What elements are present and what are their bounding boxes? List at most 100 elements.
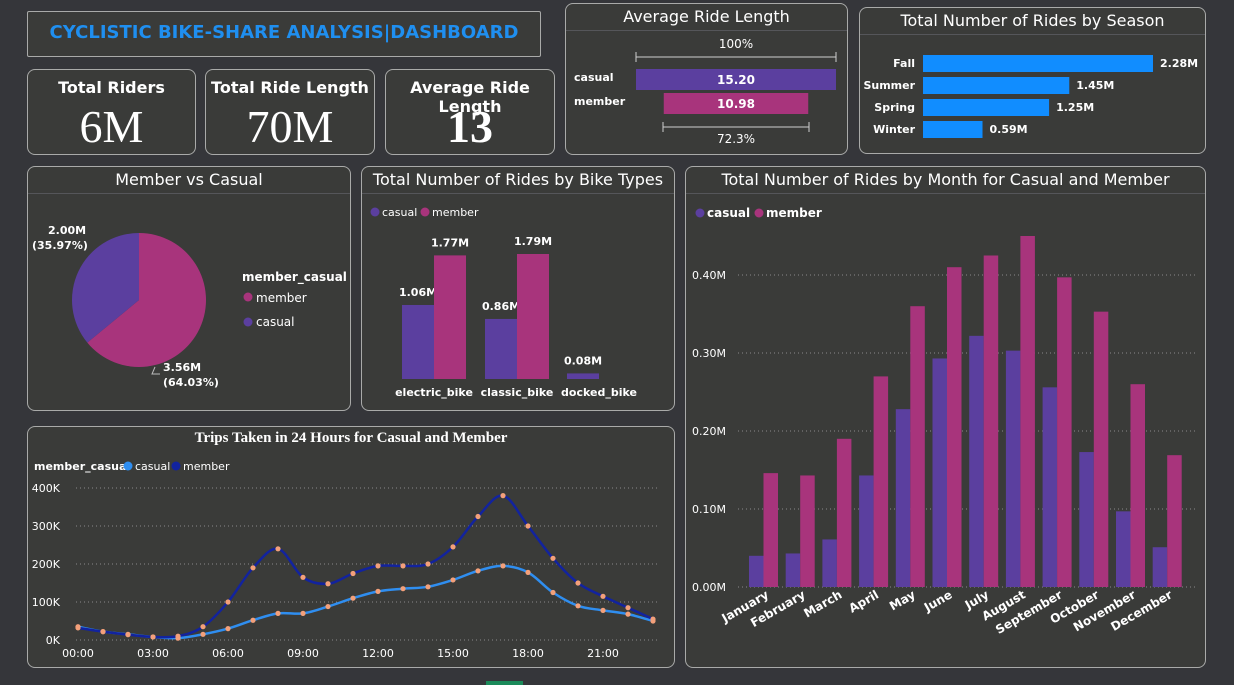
season-bar-fall bbox=[923, 55, 1153, 72]
chart-title: Total Number of Rides by Month for Casua… bbox=[686, 167, 1205, 194]
season-chart: Fall 2.28M Summer 1.45M Spring 1.25M Winter 0.5… bbox=[863, 55, 1198, 138]
x-tick-label: 03:00 bbox=[137, 647, 169, 660]
point-casual bbox=[400, 586, 406, 592]
bar-member-september bbox=[1057, 277, 1072, 587]
bar-member-january bbox=[763, 473, 778, 587]
bottom-tab-indicator[interactable] bbox=[486, 681, 523, 685]
point-member bbox=[200, 624, 206, 630]
legend-label: casual bbox=[382, 206, 417, 219]
point-member bbox=[150, 634, 156, 640]
month-label: March bbox=[801, 587, 844, 620]
monthly-rides-card: Total Number of Rides by Month for Casua… bbox=[685, 166, 1206, 668]
point-casual bbox=[300, 610, 306, 616]
season-category-label: Spring bbox=[874, 101, 915, 114]
bar-member-march bbox=[836, 438, 852, 587]
kpi-label: Average Ride Length bbox=[410, 78, 530, 116]
month-label: April bbox=[846, 587, 881, 615]
bar-member-electric_bike bbox=[434, 255, 466, 379]
bar-casual-april bbox=[859, 475, 874, 587]
bar-casual-december bbox=[1152, 547, 1168, 587]
point-member bbox=[475, 513, 481, 520]
season-value-label: 1.45M bbox=[1076, 79, 1114, 92]
pie-value-label: 3.56M bbox=[163, 361, 201, 374]
point-casual bbox=[550, 589, 556, 596]
bike-types-card: Total Number of Rides by Bike Types casu… bbox=[361, 166, 675, 411]
legend-label: casual bbox=[135, 460, 170, 473]
point-casual bbox=[250, 617, 256, 623]
funnel-bar-member bbox=[663, 93, 809, 114]
funnel-top-label: 100% bbox=[719, 37, 753, 51]
y-tick-label: 0.30M bbox=[692, 347, 726, 360]
hourly-trips-card: Trips Taken in 24 Hours for Casual and M… bbox=[27, 426, 675, 668]
point-casual bbox=[525, 569, 531, 575]
pie-slice-member bbox=[87, 233, 206, 367]
point-member bbox=[325, 581, 331, 587]
x-tick-label: 06:00 bbox=[212, 647, 244, 660]
x-tick-label: 00:00 bbox=[62, 647, 94, 660]
point-casual bbox=[425, 584, 431, 590]
bar-casual-june bbox=[932, 358, 947, 587]
point-casual bbox=[350, 595, 356, 601]
legend-marker-casual bbox=[695, 208, 705, 218]
point-member bbox=[500, 493, 506, 499]
chart-title: Total Number of Rides by Bike Types bbox=[362, 167, 674, 194]
kpi-value: 13 bbox=[447, 101, 493, 152]
monthly-rides-chart: casual member0.00M0.10M0.20M0.30M0.40MJan… bbox=[692, 206, 1198, 637]
season-value-label: 1.25M bbox=[1056, 101, 1094, 114]
point-member bbox=[425, 561, 431, 567]
bar-casual-classic_bike bbox=[485, 318, 517, 379]
kpi-total-riders: Total Riders 6M bbox=[27, 69, 196, 155]
legend-label: casual bbox=[256, 315, 295, 329]
x-tick-label: 12:00 bbox=[362, 647, 394, 660]
pie-legend-title: member_casual bbox=[242, 270, 347, 285]
pie-leader-line bbox=[151, 366, 160, 375]
header-card: CYCLISTIC BIKE-SHARE ANALYSIS|DASHBOARD bbox=[27, 11, 541, 57]
bar-casual-electric_bike bbox=[402, 304, 434, 379]
bar-casual-may bbox=[895, 409, 911, 587]
funnel-category-label: casual bbox=[574, 71, 614, 84]
line-member bbox=[77, 494, 654, 639]
pie-value-label: 2.00M bbox=[48, 224, 86, 237]
point-member bbox=[575, 580, 581, 586]
point-member bbox=[350, 570, 356, 577]
member-casual-pie-chart: 3.56M (64.03%) 2.00M (35.97%) member_casualm… bbox=[32, 224, 347, 389]
funnel-category-label: member bbox=[574, 95, 626, 108]
y-tick-label: 0.40M bbox=[692, 269, 726, 282]
point-member bbox=[625, 605, 631, 611]
point-member bbox=[250, 565, 256, 571]
legend-label: member bbox=[432, 206, 479, 219]
pie-slice-casual bbox=[72, 233, 139, 343]
legend-label: member bbox=[256, 291, 307, 305]
chart-title: Trips Taken in 24 Hours for Casual and M… bbox=[194, 430, 508, 446]
chart-title: Average Ride Length bbox=[566, 4, 847, 31]
season-category-label: Winter bbox=[873, 123, 915, 136]
legend-marker-member bbox=[171, 461, 181, 471]
point-member bbox=[125, 632, 131, 638]
point-member bbox=[75, 625, 81, 631]
point-casual bbox=[500, 563, 506, 569]
season-bar-winter bbox=[923, 121, 983, 138]
kpi-value: 6M bbox=[79, 101, 144, 152]
kpi-total-ride-length: Total Ride Length 70M bbox=[205, 69, 375, 155]
kpi-average-ride-length: Average Ride Length 13 bbox=[385, 69, 555, 155]
bar-member-june bbox=[947, 267, 962, 587]
y-tick-label: 300K bbox=[32, 520, 61, 533]
x-tick-label: 15:00 bbox=[437, 647, 469, 660]
category-label: electric_bike bbox=[395, 386, 473, 399]
bar-member-october bbox=[1093, 311, 1109, 587]
bar-value-label: 1.06M bbox=[399, 286, 437, 299]
bar-casual-january bbox=[749, 555, 764, 587]
bar-member-may bbox=[910, 306, 925, 587]
season-category-label: Fall bbox=[893, 57, 915, 70]
bar-value-label: 1.79M bbox=[514, 235, 552, 248]
kpi-label: Total Riders bbox=[58, 78, 165, 97]
funnel-bar-casual bbox=[636, 69, 836, 90]
bar-casual-september bbox=[1042, 387, 1058, 587]
point-casual bbox=[600, 607, 606, 613]
bar-value-label: 0.08M bbox=[564, 354, 602, 367]
bar-casual-march bbox=[822, 539, 837, 587]
point-casual bbox=[625, 611, 631, 617]
category-label: classic_bike bbox=[481, 386, 554, 399]
month-label: May bbox=[887, 587, 918, 613]
x-tick-label: 21:00 bbox=[587, 647, 619, 660]
